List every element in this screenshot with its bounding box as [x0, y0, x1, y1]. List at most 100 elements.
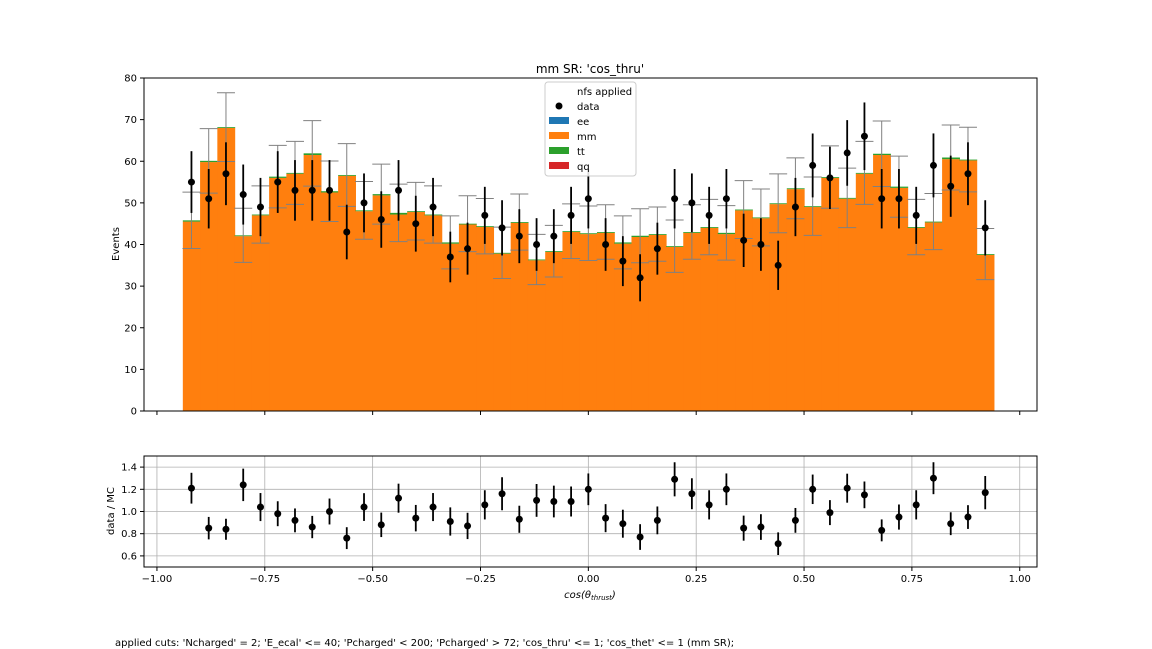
ratio-point: [705, 501, 713, 509]
ratio-point: [187, 484, 195, 492]
ratio-point: [895, 513, 903, 521]
data-point: [929, 161, 937, 169]
data-point: [274, 178, 282, 186]
mm-bar: [200, 162, 218, 411]
ratio-point: [446, 517, 454, 525]
mm-bar: [527, 260, 546, 411]
data-point: [826, 174, 834, 182]
mm-bar: [476, 227, 495, 411]
mm-bar: [769, 204, 788, 411]
x-tick-label: 1.00: [1009, 574, 1031, 585]
data-point: [239, 191, 247, 199]
ratio-grid: [144, 456, 1037, 567]
ratio-point: [464, 522, 472, 530]
ratio-point: [343, 534, 351, 542]
data-point: [895, 195, 903, 203]
mm-bar: [355, 211, 374, 411]
data-point: [809, 161, 817, 169]
mm-bar: [389, 214, 408, 411]
mm-bar: [234, 236, 253, 411]
ratio-point: [377, 521, 385, 529]
mm-bar: [424, 215, 443, 411]
y-tick-label: 80: [124, 74, 137, 85]
data-point: [395, 186, 403, 194]
ratio-point: [533, 496, 541, 504]
ratio-point: [274, 510, 282, 518]
x-tick-label: 0.75: [901, 574, 923, 585]
mm-bar: [665, 246, 684, 411]
y-tick-label: 60: [124, 157, 137, 168]
mm-bar: [217, 127, 236, 411]
ratio-y-tick-label: 0.6: [121, 551, 137, 562]
data-point: [740, 236, 748, 244]
x-tick-label: −0.25: [465, 574, 496, 585]
x-tick-label: 0.25: [685, 574, 707, 585]
mm-bar: [717, 234, 736, 411]
mm-bar: [372, 195, 391, 411]
x-tick-label: −0.50: [357, 574, 388, 585]
mm-bar: [269, 177, 287, 411]
legend-label-data: data: [577, 102, 600, 113]
y-tick-label: 70: [124, 115, 137, 126]
main-histogram-panel: 0 10 20 30 40 50 60 70 80 mm SR: 'cos_thru' Even…: [111, 62, 1038, 418]
ratio-point: [791, 516, 799, 524]
ratio-point: [412, 514, 420, 522]
ratio-point: [326, 508, 334, 515]
ratio-point: [584, 485, 592, 493]
legend-label-mm: mm: [577, 132, 596, 143]
data-point: [377, 216, 385, 224]
ratio-y-axis-label: data / MC: [106, 487, 117, 535]
ratio-point: [239, 481, 247, 489]
data-point: [722, 195, 730, 203]
legend-title: nfs applied: [577, 87, 632, 98]
legend-swatch-ee: [549, 117, 569, 124]
mm-bar: [493, 253, 512, 411]
ratio-point: [947, 520, 955, 528]
ratio-point: [550, 498, 558, 506]
ratio-point: [481, 501, 489, 509]
mm-bar: [631, 237, 650, 411]
mm-bar: [596, 232, 615, 411]
ratio-point: [912, 501, 920, 509]
data-point: [671, 195, 679, 203]
ratio-point: [981, 489, 989, 497]
mm-bar: [441, 243, 460, 411]
data-point: [446, 253, 454, 261]
mm-bar: [976, 254, 995, 411]
mc-stacked-histogram: [182, 127, 995, 411]
data-point: [878, 195, 886, 203]
mm-bar: [286, 173, 305, 411]
data-point: [774, 261, 782, 269]
mm-bar: [407, 212, 426, 411]
ratio-point: [671, 475, 679, 483]
ratio-point: [429, 503, 437, 511]
mm-bar: [821, 177, 840, 411]
ratio-point: [567, 498, 575, 506]
mm-bar: [458, 224, 477, 411]
main-y-ticks: 0 10 20 30 40 50 60 70 80: [124, 74, 144, 418]
ratio-y-tick-label: 1.0: [121, 507, 137, 518]
data-point: [757, 241, 765, 248]
legend: nfs applied data ee mm tt qq: [544, 81, 637, 177]
ratio-point: [498, 490, 506, 498]
ratio-point: [256, 503, 264, 511]
mm-bar: [579, 234, 598, 411]
data-point: [429, 203, 437, 211]
y-tick-label: 20: [124, 323, 137, 334]
ratio-point: [757, 523, 765, 531]
ratio-point: [860, 491, 868, 499]
y-tick-label: 0: [131, 407, 137, 418]
ratio-point: [360, 503, 368, 511]
data-point: [498, 224, 506, 232]
data-point: [653, 245, 661, 253]
mm-bar: [700, 227, 719, 411]
mm-bar: [890, 187, 909, 411]
ratio-point: [619, 520, 627, 528]
x-tick-label: −1.00: [142, 574, 173, 585]
ratio-point: [826, 509, 834, 517]
ratio-x-ticks: −1.00 −0.75 −0.50 −0.25 0.00 0.25 0.50 0.75 1.00: [142, 567, 1031, 585]
applied-cuts-note: applied cuts: 'Ncharged' = 2; 'E_ecal' <…: [115, 638, 735, 649]
data-point: [791, 203, 799, 211]
mm-bar: [182, 221, 201, 411]
